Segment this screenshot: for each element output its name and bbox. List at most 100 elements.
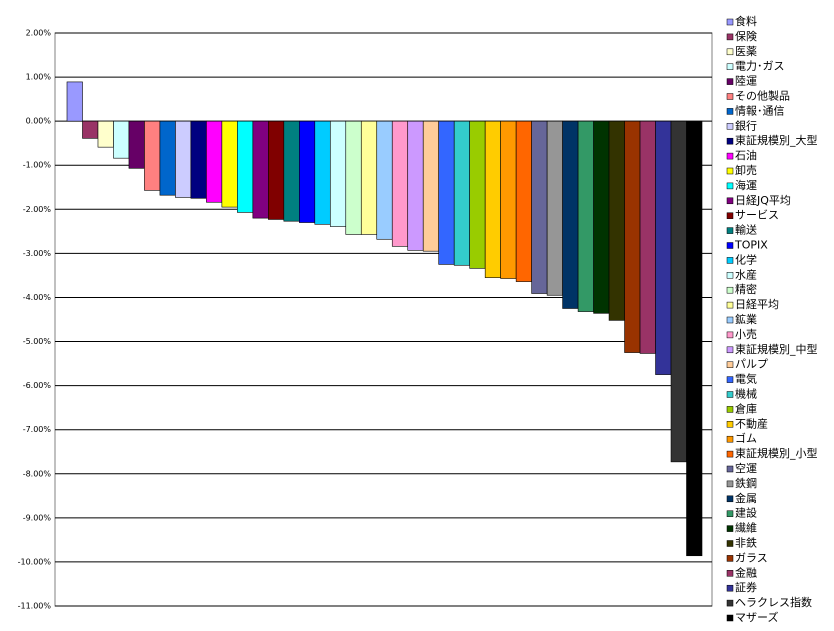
legend-label: 情報･通信 [735, 104, 785, 117]
y-tick-label: 1.00% [26, 73, 52, 82]
legend-label: 電力･ガス [735, 60, 785, 73]
y-tick-label: -1.00% [23, 161, 52, 170]
bar [113, 120, 130, 159]
legend-swatch [726, 584, 734, 592]
bar [159, 120, 176, 196]
legend-swatch [726, 540, 734, 547]
legend-swatch [726, 599, 734, 607]
bar [175, 120, 192, 198]
bar [329, 120, 347, 227]
bar [190, 120, 207, 199]
legend-swatch [726, 93, 734, 100]
legend-label: 倉庫 [735, 401, 757, 415]
legend-label: 東証規模別_小型 [735, 446, 818, 460]
bar [314, 120, 331, 225]
bar [453, 120, 470, 266]
bar [391, 120, 409, 247]
bar [639, 120, 656, 354]
y-tick-label: -11.00% [18, 602, 52, 611]
y-tick-label: -6.00% [23, 381, 52, 390]
bar [624, 120, 641, 353]
bar [237, 120, 254, 213]
bar [422, 120, 440, 252]
legend-label: 証券 [735, 580, 757, 594]
legend-swatch [726, 33, 734, 41]
legend-label: 金融 [735, 565, 757, 579]
y-tick-label: -4.00% [23, 293, 52, 302]
legend-swatch [726, 421, 734, 428]
legend-label: 鉱業 [735, 312, 757, 326]
legend-label: その他製品 [735, 89, 790, 103]
legend-label: 化学 [735, 252, 757, 266]
bar [360, 120, 378, 235]
legend-label: 医薬 [735, 45, 757, 58]
legend-label: 機械 [735, 387, 757, 401]
bar [206, 120, 223, 203]
bar [221, 120, 238, 208]
legend-label: 東証規模別_大型 [735, 133, 818, 147]
bar [531, 120, 548, 294]
bar [608, 120, 625, 321]
bar [128, 120, 145, 169]
legend-swatch [726, 376, 734, 383]
bar [655, 120, 672, 375]
legend-swatch [726, 391, 734, 398]
legend-label: ゴム [735, 431, 757, 445]
legend-label: 精密 [735, 282, 757, 296]
legend-label: TOPIX [734, 239, 768, 252]
legend-swatch [726, 510, 734, 517]
legend-swatch [726, 152, 734, 160]
legend-label: 繊維 [735, 522, 757, 535]
legend-swatch [726, 108, 734, 115]
legend-label: 金属 [735, 491, 757, 505]
legend-label: 陸運 [735, 75, 757, 88]
legend-label: 保険 [735, 29, 757, 43]
bar [484, 120, 501, 278]
legend-label: 小売 [735, 328, 757, 341]
bar [515, 120, 532, 282]
legend-label: 東証規模別_中型 [735, 342, 818, 356]
bar [268, 120, 285, 220]
legend-swatch [726, 435, 734, 443]
bar [438, 120, 455, 265]
legend-label: 日経平均 [735, 298, 779, 311]
bar [376, 120, 393, 240]
legend-swatch [726, 301, 734, 309]
bar [562, 120, 579, 309]
legend-label: ガラス [735, 551, 768, 564]
legend-swatch [726, 316, 734, 324]
bar [299, 120, 316, 223]
legend-swatch [726, 257, 734, 264]
bar [593, 120, 610, 314]
legend-swatch [726, 465, 734, 473]
legend-swatch [726, 212, 734, 219]
bar [546, 120, 563, 296]
legend-swatch [726, 272, 734, 279]
y-tick-label: 2.00% [26, 29, 52, 38]
legend-label: 鉄鋼 [735, 476, 757, 490]
legend-label: 石油 [735, 148, 757, 162]
bar [283, 120, 300, 222]
legend-swatch [726, 331, 734, 339]
legend-label: 卸売 [735, 163, 757, 177]
bar [469, 120, 486, 269]
legend-label: パルプ [735, 358, 768, 371]
legend-swatch [726, 570, 734, 577]
legend-swatch [726, 525, 734, 532]
legend-swatch [726, 197, 734, 205]
legend-swatch [726, 18, 734, 26]
legend-label: 銀行 [735, 118, 757, 132]
legend-label: 非鉄 [735, 536, 757, 550]
legend-swatch [726, 406, 734, 413]
legend-label: ヘラクレス指数 [735, 595, 812, 609]
y-tick-label: -3.00% [23, 249, 52, 258]
legend-swatch [726, 167, 734, 175]
legend-swatch [726, 123, 734, 130]
legend-swatch [726, 137, 734, 145]
bar [345, 120, 362, 235]
legend-label: 食料 [735, 14, 757, 28]
legend-label: マザーズ [735, 610, 778, 624]
legend-swatch [726, 63, 734, 70]
legend-label: 水産 [735, 268, 757, 281]
